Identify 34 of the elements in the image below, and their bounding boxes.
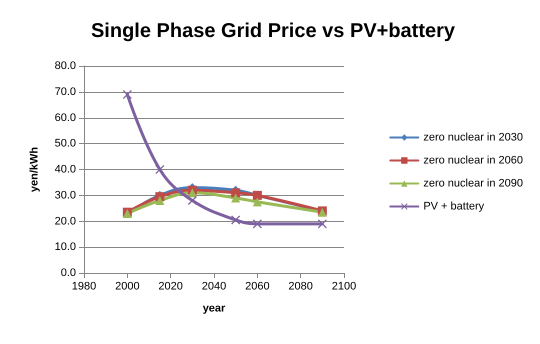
y-tick-label: 80.0 — [54, 60, 76, 72]
point — [155, 165, 164, 174]
x-tick-label: 2020 — [158, 280, 183, 292]
point — [252, 197, 262, 206]
point — [231, 193, 240, 202]
x-tick-label: 2080 — [288, 280, 313, 292]
x-tick-label: 2040 — [202, 280, 226, 292]
point — [188, 188, 197, 198]
point — [318, 219, 327, 228]
chart-title: Single Phase Grid Price vs PV+battery — [90, 20, 456, 42]
legend-label: PV + battery — [423, 200, 485, 212]
point — [155, 196, 164, 206]
x-tick-label: 1980 — [72, 280, 96, 292]
y-tick-label: 0.0 — [60, 267, 76, 279]
x-tick-label: 2100 — [332, 280, 356, 292]
y-tick-label: 50.0 — [54, 138, 76, 150]
y-tick-label: 40.0 — [54, 164, 76, 176]
legend-label: zero nuclear in 2060 — [423, 154, 524, 166]
legend-label: zero nuclear in 2030 — [423, 132, 524, 144]
x-axis-title: year — [202, 302, 226, 314]
legend-label: zero nuclear in 2090 — [423, 178, 524, 190]
point — [252, 219, 262, 228]
y-tick-label: 70.0 — [54, 86, 76, 98]
y-tick-label: 20.0 — [54, 215, 76, 228]
y-tick-label: 60.0 — [54, 112, 76, 124]
y-tick-label: 30.0 — [54, 189, 76, 202]
y-tick-label: 10.0 — [54, 241, 76, 254]
point — [188, 196, 197, 206]
x-tick-label: 2060 — [245, 280, 270, 292]
y-axis-title: yen/kWh — [28, 146, 40, 192]
point — [231, 188, 240, 198]
x-tick-label: 2000 — [115, 280, 140, 292]
point — [122, 90, 132, 99]
point — [231, 215, 240, 224]
